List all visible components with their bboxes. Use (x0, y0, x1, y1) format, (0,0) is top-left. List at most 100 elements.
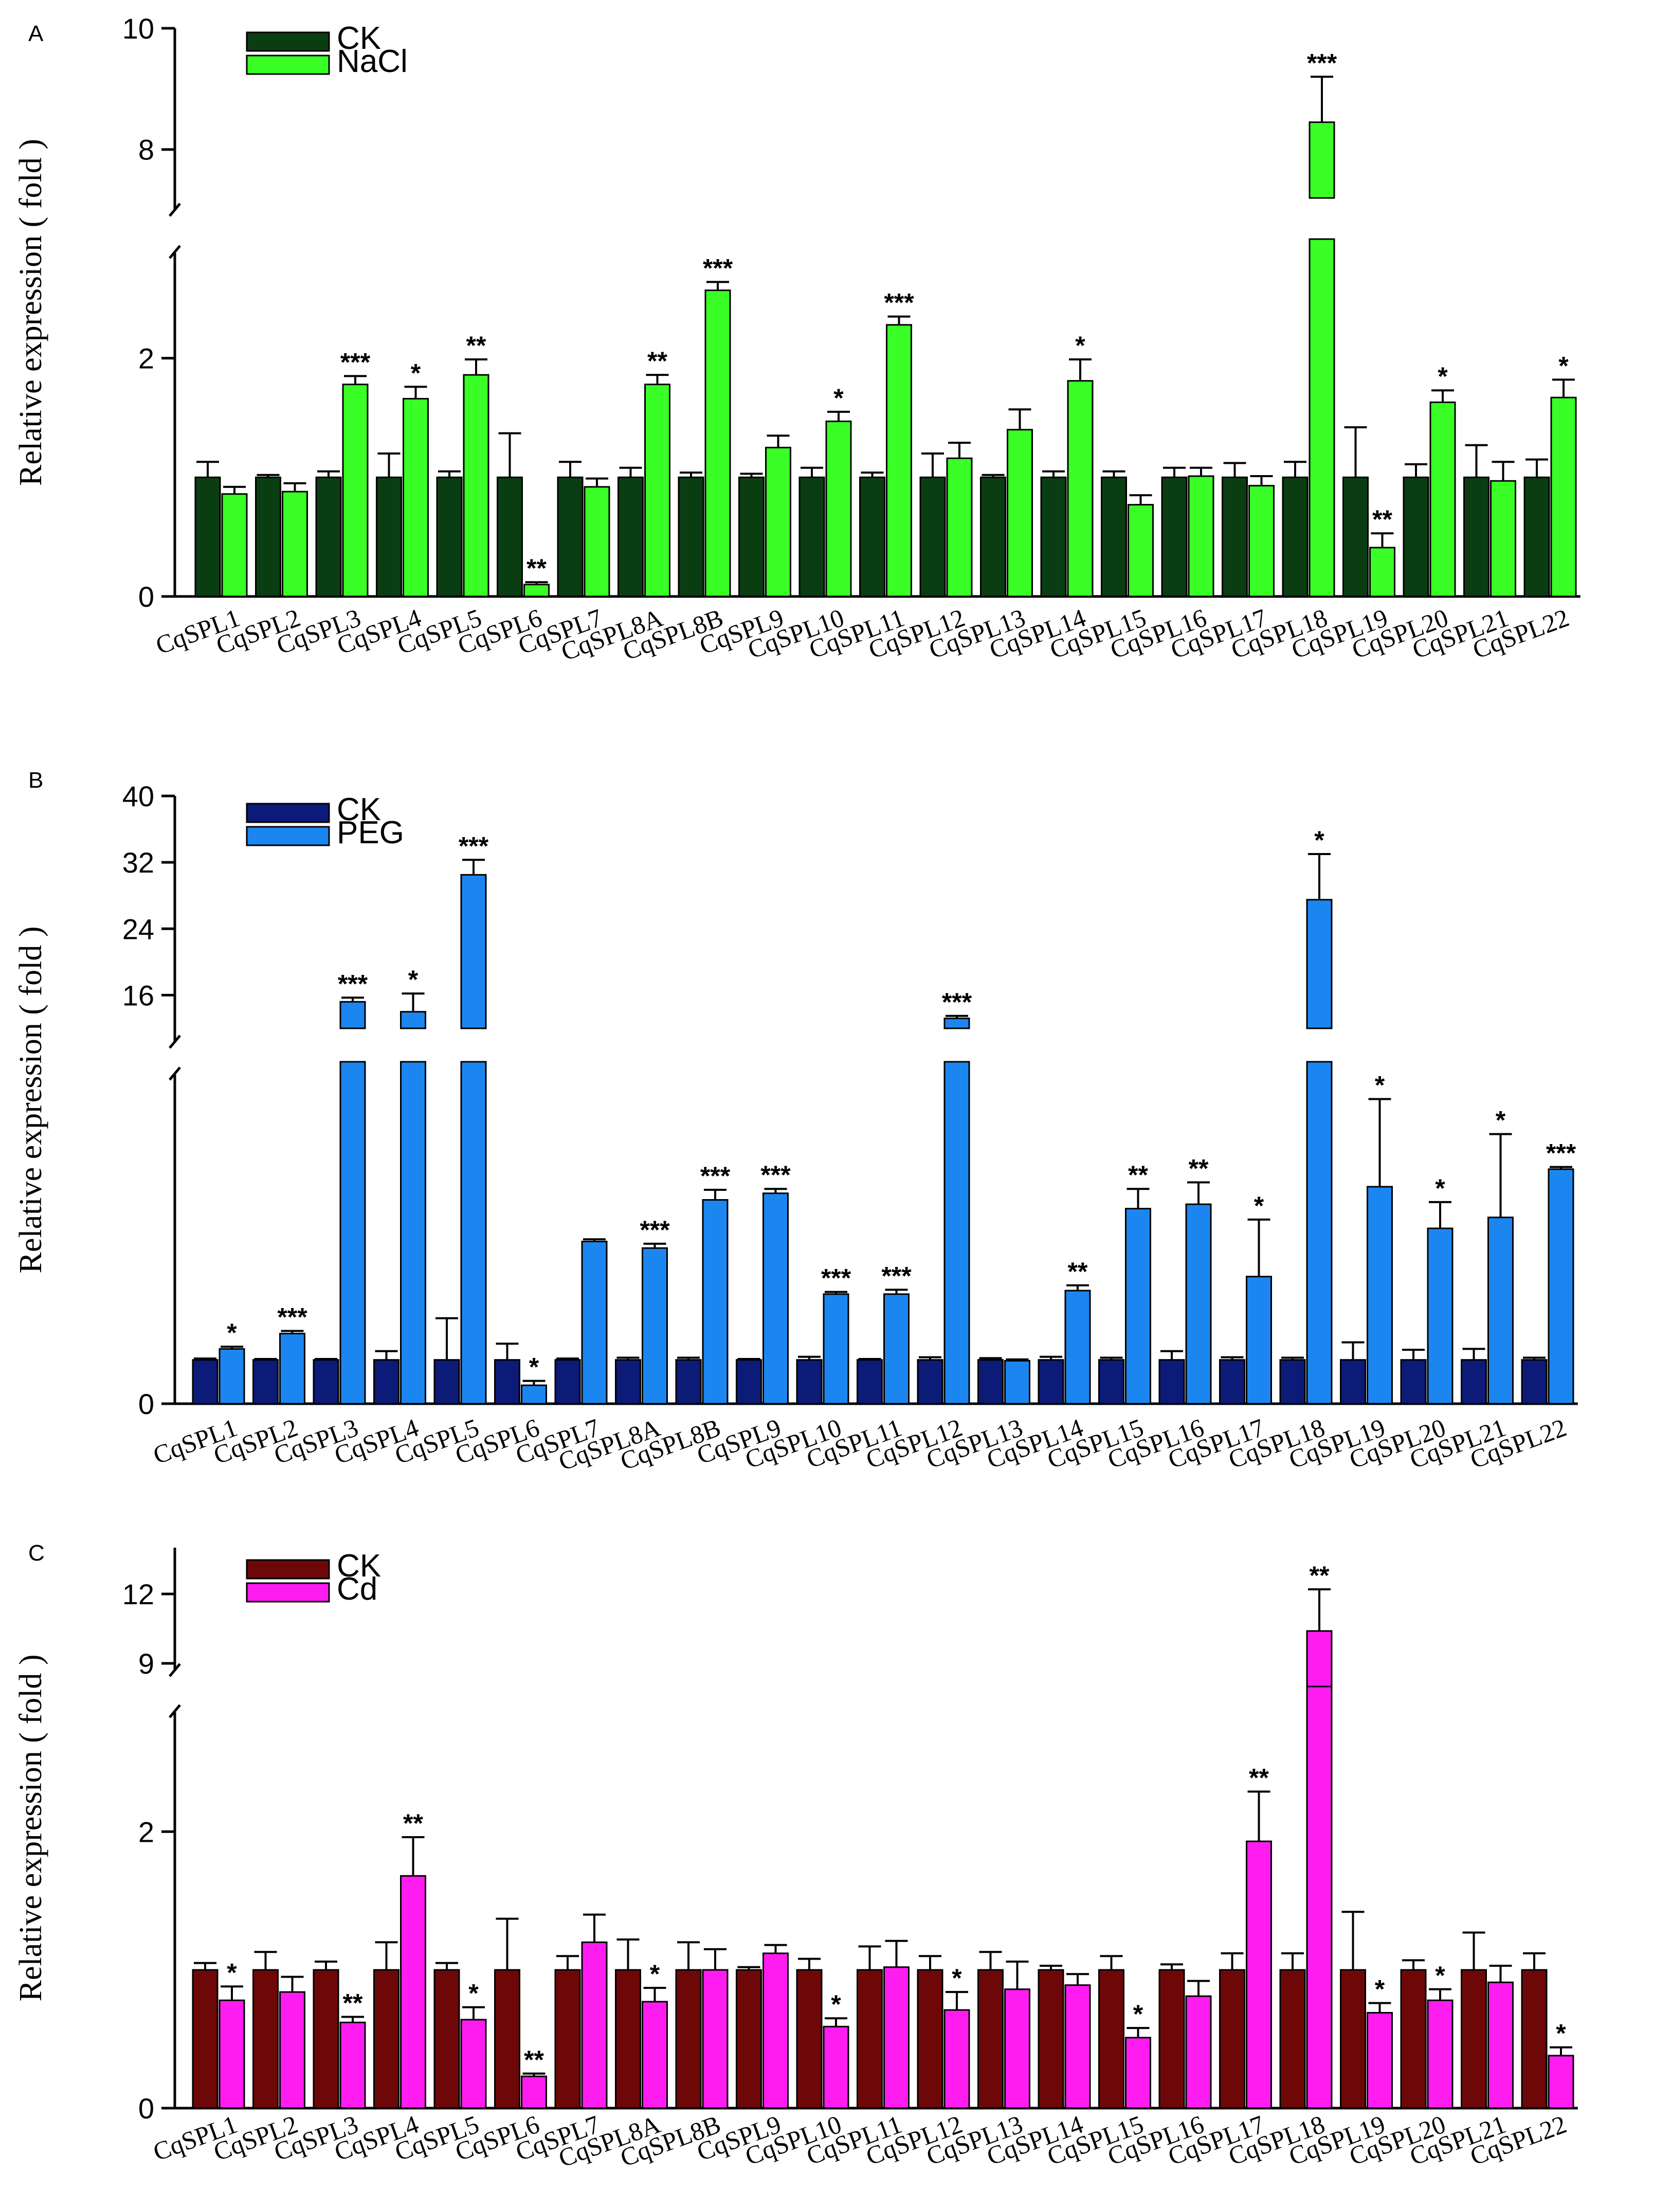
bar-ck (1342, 476, 1369, 597)
bar-peg-upper (339, 1001, 366, 1029)
bar-cd (702, 1969, 729, 2109)
significance-label: *** (703, 253, 733, 282)
bar-peg (642, 1247, 668, 1405)
bar-cd (581, 1941, 608, 2109)
significance-label: *** (881, 1261, 912, 1290)
bar-ck (857, 1359, 883, 1405)
bar-ck (919, 476, 946, 597)
significance-label: * (833, 384, 844, 412)
bar-ck (1098, 1969, 1124, 2109)
legend-label: Cd (337, 1571, 377, 1607)
axis-break-mark (169, 1035, 181, 1049)
bar-ck (433, 1359, 460, 1405)
bar-ck (373, 1359, 399, 1405)
bar-ck (615, 1969, 641, 2109)
bar-nacl (1248, 485, 1275, 597)
significance-label: ** (1249, 1763, 1269, 1792)
legend-swatch-ck (246, 1559, 330, 1580)
bar-cd (460, 2019, 487, 2109)
bar-ck (1219, 1969, 1245, 2109)
bar-peg (400, 1061, 426, 1405)
bar-ck (1098, 1359, 1124, 1405)
bar-ck (617, 476, 644, 597)
bar-peg (1427, 1227, 1454, 1405)
bar-nacl (946, 457, 973, 597)
bar-nacl (342, 384, 369, 597)
significance-label: ** (524, 2045, 544, 2074)
bar-ck (977, 1969, 1004, 2109)
bar-ck (1461, 1359, 1487, 1405)
bar-cd (1427, 1999, 1454, 2109)
bar-peg (521, 1384, 547, 1405)
bar-ck (736, 1969, 762, 2109)
significance-label: * (831, 1990, 841, 2019)
bar-ck (1222, 476, 1248, 597)
bar-nacl (584, 486, 610, 597)
bar-ck (1038, 1969, 1064, 2109)
bar-ck (1340, 1359, 1366, 1405)
bar-ck (917, 1359, 943, 1405)
bar-nacl (221, 493, 248, 597)
bar-ck (859, 476, 885, 597)
significance-label: ** (1310, 1561, 1330, 1590)
significance-label: ** (1189, 1154, 1209, 1183)
significance-label: * (411, 358, 421, 387)
bar-cd (943, 2009, 970, 2109)
bar-peg-upper (460, 874, 487, 1029)
bar-peg (1487, 1217, 1514, 1405)
significance-label: * (408, 965, 419, 994)
significance-label: * (650, 1960, 660, 1988)
significance-label: * (1375, 1975, 1385, 2004)
bar-nacl (1490, 480, 1516, 597)
bar-ck (554, 1359, 581, 1405)
bar-peg (219, 1348, 245, 1405)
bar-peg (279, 1333, 305, 1405)
bar-ck (736, 1359, 762, 1405)
bar-peg (1548, 1168, 1574, 1405)
bar-peg-upper (1306, 899, 1333, 1029)
bar-peg (1064, 1290, 1091, 1405)
legend-label: CK (337, 21, 381, 56)
bar-peg (339, 1061, 366, 1405)
significance-label: * (1375, 1071, 1385, 1099)
axis-break-mark (169, 1066, 181, 1081)
significance-label: * (1438, 362, 1448, 391)
significance-label: ** (647, 347, 667, 375)
bar-ck (192, 1969, 219, 2109)
bar-ck (433, 1969, 460, 2109)
bar-ck (315, 476, 342, 597)
bar-ck (678, 476, 704, 597)
bar-ck (1279, 1969, 1306, 2109)
significance-label: ** (526, 554, 547, 583)
bar-nacl (1067, 380, 1094, 597)
legend-label: PEG (337, 815, 404, 850)
bar-nacl (825, 420, 852, 597)
y-tick-label: 2 (138, 342, 154, 375)
bar-peg (581, 1241, 608, 1405)
significance-label: *** (884, 288, 914, 317)
bar-ck (557, 476, 584, 597)
bar-cd (279, 1991, 305, 2109)
bar-nacl (886, 324, 912, 597)
bar-ck (980, 476, 1006, 597)
bar-nacl (765, 446, 791, 597)
legend-swatch-ck (246, 31, 330, 52)
bar-cd (762, 1952, 789, 2109)
significance-label: * (1496, 1106, 1506, 1135)
legend-swatch-peg (246, 826, 330, 846)
bar-peg (943, 1061, 970, 1405)
bar-ck (1279, 1359, 1306, 1405)
bar-cd (1064, 1984, 1091, 2109)
significance-label: ** (466, 331, 486, 360)
bar-peg (823, 1293, 849, 1405)
bar-nacl (1188, 475, 1214, 597)
bar-ck (1101, 476, 1127, 597)
bar-ck (796, 1969, 823, 2109)
significance-label: *** (340, 348, 371, 376)
panel-letter: A (28, 21, 44, 46)
bar-cd (521, 2075, 547, 2109)
bar-peg (1185, 1203, 1212, 1405)
bar-ck (376, 476, 402, 597)
bar-cd (1306, 1685, 1333, 2109)
significance-label: * (468, 1979, 479, 2008)
